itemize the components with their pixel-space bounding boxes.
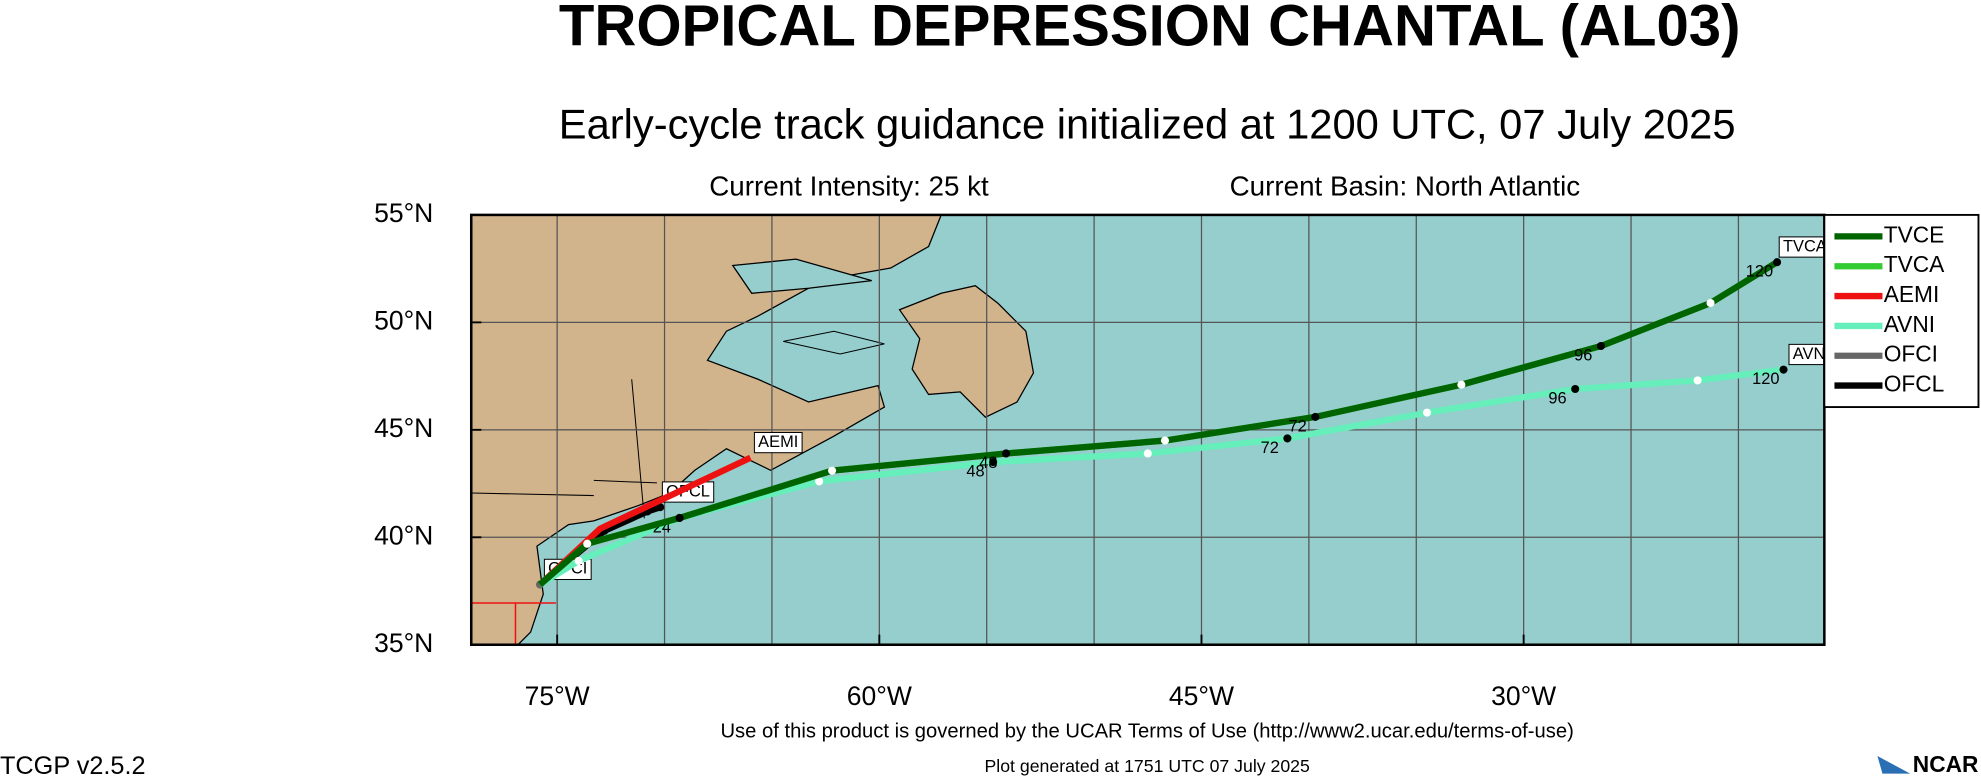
tag-label: AEMI [758,433,798,451]
y-tick-label: 35°N [374,628,433,658]
track-point [1143,449,1152,458]
track-point [1422,408,1432,417]
x-tick-label: 75°W [525,681,590,711]
track-point [1283,434,1292,443]
y-tick-label: 45°N [374,413,433,443]
track-tag: AVNI [1788,343,1830,366]
hour-label: 72 [1261,439,1279,457]
hour-label: 96 [1548,389,1566,407]
hour-label: 72 [1289,417,1307,435]
tag-box [1778,236,1825,258]
chart-title: TROPICAL DEPRESSION CHANTAL (AL03) [559,0,1741,59]
x-tick-label: 45°W [1169,681,1234,711]
hour-label: 120 [1746,263,1773,281]
track-tag: TVCA [1778,236,1827,258]
track-point [828,466,837,475]
track-point [1693,376,1702,385]
hour-label: 48 [966,463,984,481]
tag-label: OFCL [666,482,710,500]
track-point [1571,384,1580,394]
track-point [1596,341,1606,351]
track-point [989,458,998,467]
x-tick-label: 30°W [1491,681,1556,711]
track-point [574,556,583,565]
footer: Use of this product is governed by the U… [720,720,1573,742]
basin: Current Basin: North Atlantic [1230,171,1581,202]
track-point [1457,380,1466,389]
track-point [1773,258,1782,267]
legend-label: AEMI [1884,281,1940,307]
generated: Plot generated at 1751 UTC 07 July 2025 [984,756,1310,776]
track-point [1160,436,1170,445]
tag-label: TVCA [1783,237,1827,255]
hour-label: 96 [1574,346,1592,364]
hour-label: 48 [979,454,997,472]
x-tick-label: 60°W [847,681,912,711]
legend-label: OFCL [1884,371,1945,397]
y-tick-label: 40°N [374,520,433,550]
track-tag: OFCL [661,481,715,503]
logo-mark [1877,755,1911,774]
track-point [583,539,592,548]
track-point [1311,412,1320,421]
track-point [815,477,824,486]
hour-label: 120 [1752,370,1779,388]
intensity: Current Intensity: 25 kt [709,171,989,202]
chart-subtitle: Early-cycle track guidance initialized a… [559,101,1736,148]
legend-label: TVCE [1884,221,1945,247]
logo: NCAR [1913,751,1979,777]
track-tag: AEMI [753,431,803,454]
tag-label: AVNI [1793,345,1830,363]
y-tick-label: 55°N [374,198,433,228]
track-point [1779,365,1788,374]
version: TCGP v2.5.2 [0,752,146,780]
track-point [1001,449,1011,458]
legend-box [1823,213,1980,409]
tag-box [1788,343,1825,366]
tag-box [753,431,803,454]
legend-label: TVCA [1884,251,1945,277]
track-point [1706,298,1715,308]
track-point [656,503,665,512]
legend-label: AVNI [1884,311,1935,337]
legend-label: OFCI [1884,341,1938,367]
track-point [675,513,684,522]
y-tick-label: 50°N [374,305,433,335]
tag-box [661,481,715,503]
